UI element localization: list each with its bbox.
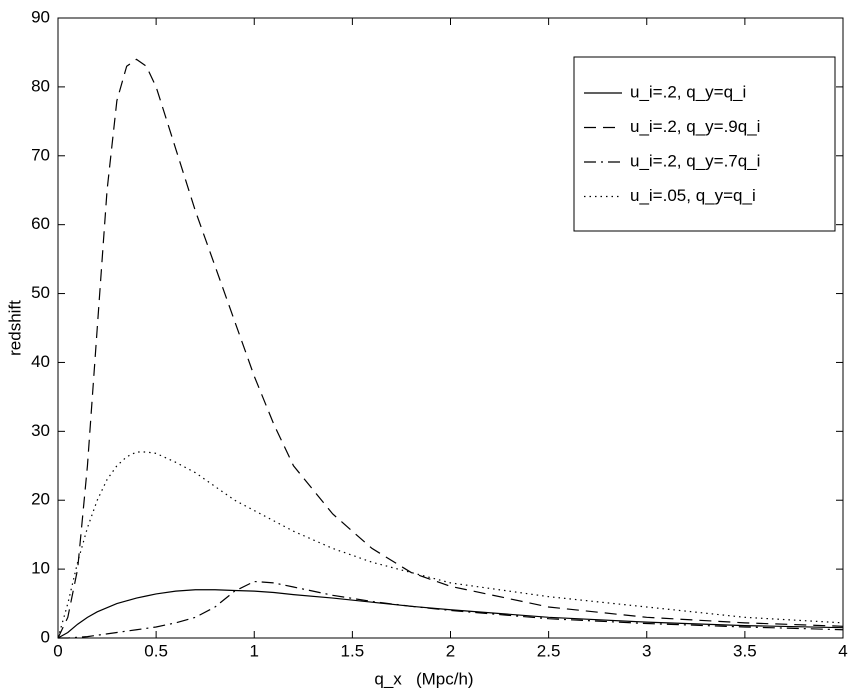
y-tick-label: 30 — [31, 421, 50, 440]
y-tick-label: 60 — [31, 214, 50, 233]
y-tick-label: 0 — [41, 627, 50, 646]
y-tick-label: 10 — [31, 559, 50, 578]
legend-box — [573, 56, 836, 232]
y-tick-label: 70 — [31, 145, 50, 164]
x-tick-label: 2 — [446, 641, 455, 660]
x-tick-label: 2.5 — [537, 641, 561, 660]
series-line — [58, 580, 844, 639]
y-axis-label: redshift — [5, 300, 24, 356]
y-tick-label: 40 — [31, 352, 50, 371]
y-tick-label: 80 — [31, 76, 50, 95]
x-tick-label: 1.5 — [341, 641, 365, 660]
x-tick-label: 1 — [250, 641, 259, 660]
y-tick-label: 20 — [31, 490, 50, 509]
legend-label: u_i=.2, q_y=.9q_i — [630, 117, 760, 136]
legend-label: u_i=.05, q_y=q_i — [630, 186, 756, 205]
series-line — [57, 58, 844, 639]
y-tick-label: 90 — [31, 7, 50, 26]
x-tick-label: 4 — [838, 641, 847, 660]
series-line — [57, 589, 844, 639]
x-tick-label: 0.5 — [144, 641, 168, 660]
x-tick-label: 3.5 — [733, 641, 757, 660]
x-axis-label: q_x (Mpc/h) — [374, 669, 473, 688]
x-tick-label: 0 — [53, 641, 62, 660]
y-tick-label: 50 — [31, 283, 50, 302]
legend-label: u_i=.2, q_y=.7q_i — [630, 151, 760, 170]
x-tick-label: 3 — [642, 641, 651, 660]
legend-label: u_i=.2, q_y=q_i — [630, 82, 746, 101]
